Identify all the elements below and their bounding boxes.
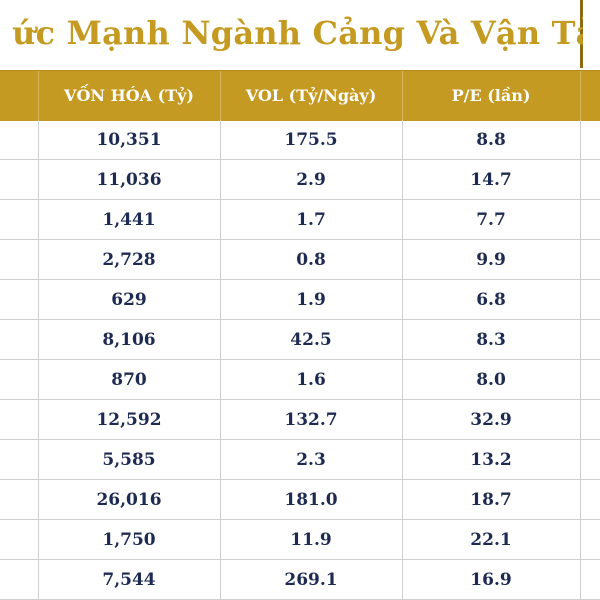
column-divider (402, 120, 403, 600)
table-row: 1,750 11.9 22.1 (0, 520, 600, 560)
cell-vol: 42.5 (290, 330, 332, 350)
cell-vol: 11.9 (290, 530, 332, 550)
cell-pe: 7.7 (476, 210, 506, 230)
cell-von-hoa: 10,351 (96, 130, 162, 150)
header-pe: P/E (lần) (451, 86, 531, 105)
cell-vol: 175.5 (284, 130, 338, 150)
table-row: 870 1.6 8.0 (0, 360, 600, 400)
cell-pe: 16.9 (470, 570, 512, 590)
cell-von-hoa: 629 (111, 290, 147, 310)
cell-von-hoa: 870 (111, 370, 147, 390)
header-vol: VOL (Tỷ/Ngày) (245, 86, 377, 105)
cell-pe: 32.9 (470, 410, 512, 430)
header-divider (38, 71, 39, 121)
cell-von-hoa: 26,016 (96, 490, 162, 510)
cell-vol: 269.1 (284, 570, 338, 590)
cell-pe: 13.2 (470, 450, 512, 470)
header-divider (580, 71, 581, 121)
table-row: 11,036 2.9 14.7 (0, 160, 600, 200)
cell-von-hoa: 11,036 (96, 170, 162, 190)
column-divider (38, 120, 39, 600)
table-row: 629 1.9 6.8 (0, 280, 600, 320)
table-row: 1,441 1.7 7.7 (0, 200, 600, 240)
title-bar: ức Mạnh Ngành Cảng Và Vận Tải (0, 0, 600, 68)
cell-vol: 2.9 (296, 170, 326, 190)
table-row: 10,351 175.5 8.8 (0, 120, 600, 160)
column-divider (580, 120, 581, 600)
cell-von-hoa: 12,592 (96, 410, 162, 430)
cell-pe: 18.7 (470, 490, 512, 510)
cell-von-hoa: 1,750 (102, 530, 156, 550)
title-right-frame (583, 0, 600, 68)
cell-von-hoa: 8,106 (102, 330, 156, 350)
header-von-hoa: VỐN HÓA (Tỷ) (64, 86, 194, 105)
cell-von-hoa: 5,585 (102, 450, 156, 470)
column-divider (220, 120, 221, 600)
table-row: 8,106 42.5 8.3 (0, 320, 600, 360)
table-row: 7,544 269.1 16.9 (0, 560, 600, 600)
cell-vol: 1.9 (296, 290, 326, 310)
cell-von-hoa: 7,544 (102, 570, 156, 590)
table-body: 10,351 175.5 8.8 11,036 2.9 14.7 1,441 1.7 7.7 2,… (0, 120, 600, 600)
cell-pe: 8.8 (476, 130, 506, 150)
cell-pe: 6.8 (476, 290, 506, 310)
cell-pe: 8.3 (476, 330, 506, 350)
cell-vol: 2.3 (296, 450, 326, 470)
table-row: 5,585 2.3 13.2 (0, 440, 600, 480)
cell-von-hoa: 1,441 (102, 210, 156, 230)
table-title: ức Mạnh Ngành Cảng Và Vận Tải (12, 14, 600, 52)
table-row: 26,016 181.0 18.7 (0, 480, 600, 520)
cell-vol: 132.7 (284, 410, 338, 430)
cell-pe: 14.7 (470, 170, 512, 190)
table-row: 12,592 132.7 32.9 (0, 400, 600, 440)
cell-vol: 181.0 (284, 490, 338, 510)
cell-pe: 22.1 (470, 530, 512, 550)
header-divider (220, 71, 221, 121)
cell-pe: 9.9 (476, 250, 506, 270)
cell-vol: 1.6 (296, 370, 326, 390)
cell-vol: 1.7 (296, 210, 326, 230)
cell-vol: 0.8 (296, 250, 326, 270)
table-header: VỐN HÓA (Tỷ) VOL (Tỷ/Ngày) P/E (lần) (0, 70, 600, 121)
header-divider (402, 71, 403, 121)
cell-von-hoa: 2,728 (102, 250, 156, 270)
table-row: 2,728 0.8 9.9 (0, 240, 600, 280)
cell-pe: 8.0 (476, 370, 506, 390)
